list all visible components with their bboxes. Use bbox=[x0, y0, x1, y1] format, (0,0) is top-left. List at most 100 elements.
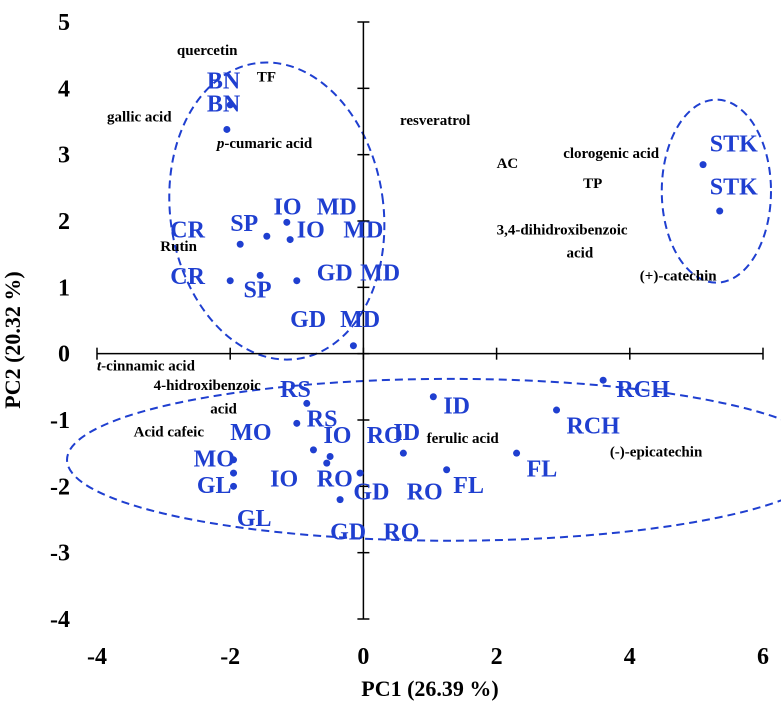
variable-label: ferulic acid bbox=[427, 431, 500, 447]
sample-point bbox=[283, 218, 291, 226]
y-tick-label: 4 bbox=[58, 76, 70, 102]
variable-label: 4-hidroxibenzoic bbox=[154, 378, 262, 394]
sample-point bbox=[326, 452, 334, 460]
variable-label: 3,4-dihidroxibenzoic bbox=[497, 222, 628, 238]
variable-label: (+)-catechin bbox=[640, 269, 718, 285]
sample-label: SP bbox=[244, 277, 272, 303]
variable-label: TF bbox=[257, 70, 276, 86]
y-tick-label: 2 bbox=[58, 209, 70, 235]
sample-point bbox=[699, 161, 707, 169]
sample-label: RO bbox=[367, 423, 403, 449]
sample-label: MD bbox=[360, 261, 400, 287]
variable-label: acid bbox=[567, 245, 594, 261]
sample-label: BN bbox=[207, 92, 241, 118]
sample-label: RO bbox=[383, 519, 419, 545]
x-tick-label: 6 bbox=[757, 644, 769, 670]
variable-label: t-cinnamic acid bbox=[97, 358, 196, 374]
x-tick-label: 0 bbox=[357, 644, 369, 670]
sample-label: MO bbox=[230, 420, 271, 446]
sample-label: GD bbox=[290, 307, 326, 333]
y-tick-label: 3 bbox=[58, 143, 70, 169]
sample-point bbox=[303, 399, 311, 407]
sample-point bbox=[553, 406, 561, 414]
sample-label: CR bbox=[170, 264, 205, 290]
sample-label: BN bbox=[207, 68, 241, 94]
sample-label: MD bbox=[343, 218, 383, 244]
sample-point bbox=[336, 496, 344, 504]
sample-label: IO bbox=[270, 466, 298, 492]
variable-label: p-cumaric acid bbox=[215, 136, 313, 152]
x-axis-title: PC1 (26.39 %) bbox=[361, 676, 498, 701]
variable-label: AC bbox=[497, 156, 519, 172]
sample-point bbox=[513, 449, 521, 457]
sample-point bbox=[323, 459, 331, 467]
sample-point bbox=[443, 466, 451, 474]
sample-point bbox=[716, 207, 724, 215]
sample-label: ID bbox=[443, 393, 470, 419]
sample-label: MO bbox=[194, 446, 235, 472]
variable-label: TP bbox=[583, 176, 602, 192]
variable-label: Rutin bbox=[160, 239, 197, 255]
cluster-ellipse-1 bbox=[168, 61, 386, 361]
sample-label: RS bbox=[280, 377, 311, 403]
sample-label: GD bbox=[317, 261, 353, 287]
x-tick-label: 4 bbox=[624, 644, 636, 670]
y-tick-label: 1 bbox=[58, 275, 70, 301]
axes: 5 4 3 2 1 0 -1 -2 -3 -4 -4 -2 0 2 4 6 bbox=[50, 10, 769, 670]
sample-label: RO bbox=[317, 466, 353, 492]
sample-point bbox=[230, 482, 238, 490]
sample-point bbox=[293, 419, 301, 427]
y-tick-label: 0 bbox=[58, 342, 70, 368]
sample-label: IO bbox=[297, 218, 325, 244]
sample-point bbox=[230, 456, 238, 464]
y-tick-label: 5 bbox=[58, 10, 70, 36]
cluster-ellipse-3 bbox=[660, 98, 772, 284]
variable-label: clorogenic acid bbox=[563, 146, 660, 162]
y-axis-title: PC2 (20.32 %) bbox=[0, 271, 25, 408]
cluster-ellipses bbox=[66, 61, 781, 542]
sample-point bbox=[286, 236, 294, 244]
x-tick-label: -4 bbox=[87, 644, 107, 670]
sample-label: MD bbox=[317, 194, 357, 220]
variable-label: gallic acid bbox=[107, 110, 172, 126]
sample-point bbox=[256, 271, 264, 279]
sample-point bbox=[236, 240, 244, 248]
sample-point bbox=[230, 469, 238, 477]
sample-point bbox=[599, 376, 607, 384]
sample-label: IO bbox=[323, 423, 351, 449]
sample-label: GL bbox=[237, 506, 272, 532]
sample-label: RCH bbox=[616, 377, 670, 403]
sample-point bbox=[356, 469, 364, 477]
sample-point bbox=[349, 342, 357, 350]
variable-label: (-)-epicatechin bbox=[610, 444, 703, 460]
sample-label: RCH bbox=[567, 413, 621, 439]
sample-point bbox=[223, 125, 231, 133]
sample-point bbox=[293, 277, 301, 285]
sample-point bbox=[263, 232, 271, 240]
sample-label: GD bbox=[353, 480, 389, 506]
sample-label: FL bbox=[453, 473, 484, 499]
variable-label: acid bbox=[210, 401, 237, 417]
sample-label: IO bbox=[273, 194, 301, 220]
y-tick-label: -1 bbox=[50, 408, 70, 434]
sample-point bbox=[226, 277, 234, 285]
sample-point bbox=[226, 101, 234, 109]
x-tick-label: 2 bbox=[491, 644, 503, 670]
sample-point bbox=[399, 449, 407, 457]
y-tick-label: -3 bbox=[50, 541, 70, 567]
sample-label: RS bbox=[307, 407, 338, 433]
sample-label: STK bbox=[710, 174, 758, 200]
sample-point bbox=[309, 446, 317, 454]
sample-label: ID bbox=[393, 420, 420, 446]
y-tick-label: -2 bbox=[50, 474, 70, 500]
sample-label: FL bbox=[527, 456, 558, 482]
sample-label: SP bbox=[230, 211, 258, 237]
sample-point bbox=[429, 393, 437, 401]
variable-label: resveratrol bbox=[400, 113, 470, 129]
sample-points bbox=[223, 101, 724, 504]
variable-label: quercetin bbox=[177, 43, 238, 59]
x-tick-label: -2 bbox=[220, 644, 240, 670]
sample-label: RO bbox=[407, 480, 443, 506]
